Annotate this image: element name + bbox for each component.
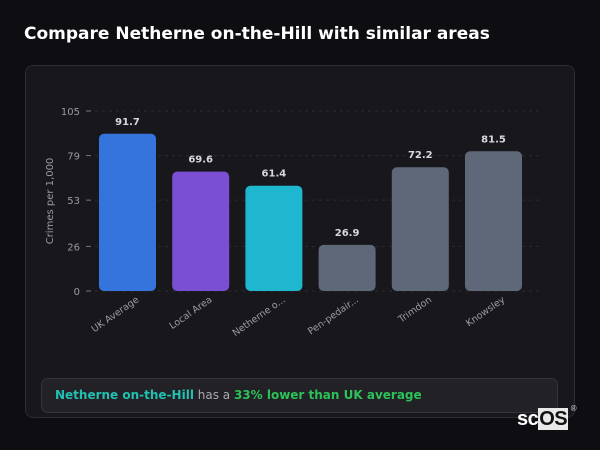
y-axis-label: Crimes per 1,000: [45, 158, 56, 245]
x-tick-label: Knowsley: [464, 294, 507, 329]
data-label: 61.4: [262, 169, 287, 180]
y-tick-label: 0: [74, 287, 80, 298]
x-tick-label: Pen-pedair...: [306, 294, 361, 337]
bar-1: [172, 171, 230, 291]
x-tick-label: Trimdon: [396, 294, 434, 325]
data-label: 72.2: [408, 150, 433, 161]
data-label: 91.7: [115, 117, 140, 128]
data-label: 69.6: [188, 155, 213, 166]
x-tick-label: UK Average: [90, 294, 142, 335]
bar-2: [245, 185, 303, 291]
data-label: 81.5: [481, 134, 506, 145]
page-title: Compare Netherne on-the-Hill with simila…: [24, 24, 490, 44]
summary-stat: 33% lower than UK average: [233, 388, 422, 402]
x-tick-label: Local Area: [168, 294, 215, 331]
bar-5: [465, 151, 522, 291]
bar-0: [99, 133, 156, 291]
summary-text: has a: [193, 388, 234, 402]
bar-4: [391, 167, 449, 291]
data-label: 26.9: [335, 228, 360, 239]
y-tick-label: 53: [67, 196, 80, 207]
y-tick-label: 79: [67, 152, 80, 163]
y-tick-label: 105: [61, 107, 80, 118]
bar-3: [318, 244, 376, 291]
y-tick-label: 26: [67, 242, 80, 253]
x-tick-label: Netherne o...: [231, 294, 288, 339]
summary-box: Netherne on-the-Hill has a 33% lower tha…: [41, 378, 558, 413]
logo: scOS ®: [517, 404, 577, 430]
summary-place: Netherne on-the-Hill: [55, 388, 194, 402]
